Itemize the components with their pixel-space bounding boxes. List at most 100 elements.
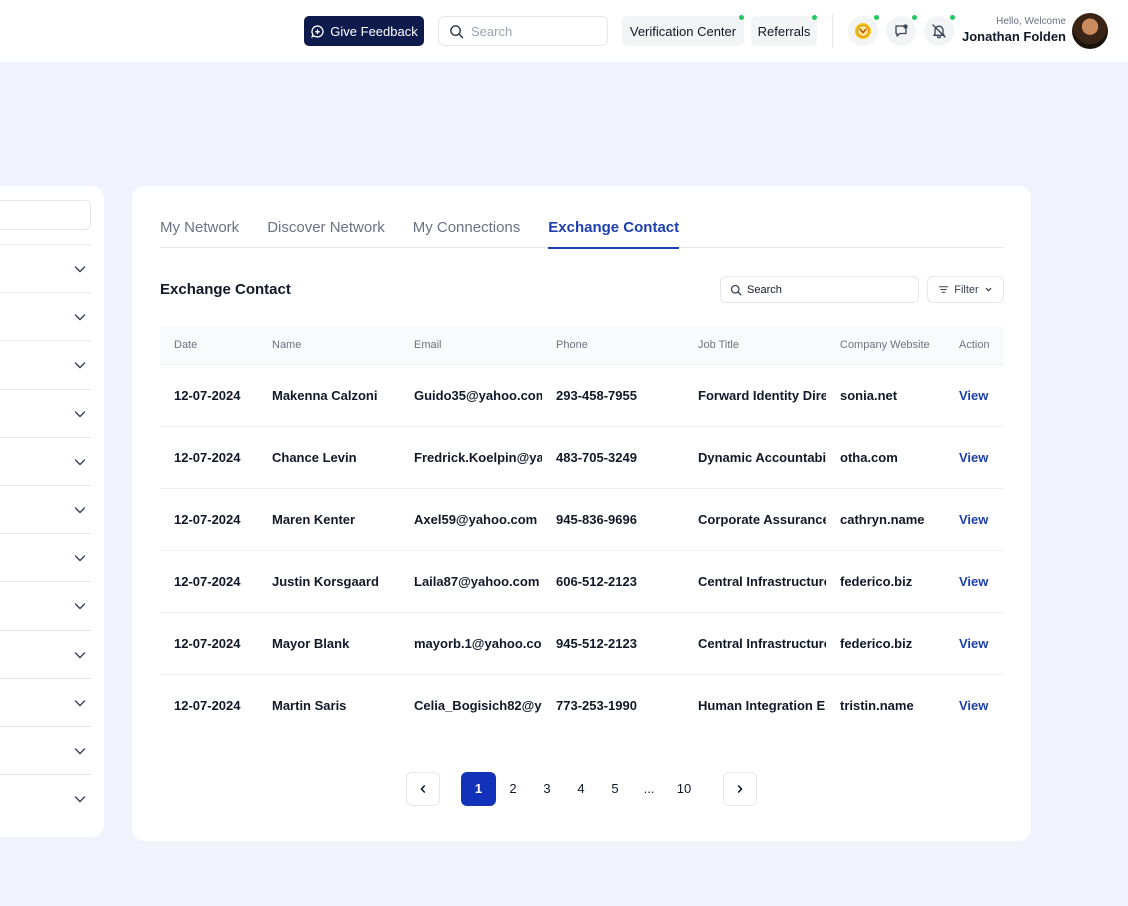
badge-status-dot [874,15,879,20]
accordion-row[interactable] [0,340,91,388]
verification-status-dot [739,15,744,20]
accordion-row[interactable] [0,436,91,485]
table-row: 12-07-2024 Maren Kenter Axel59@yahoo.com 94… [160,488,1004,551]
left-panel-input[interactable] [0,200,91,230]
search-icon [730,284,742,296]
cell-name: Chance Levin [258,426,400,489]
chevron-down-icon [74,507,86,514]
page-number[interactable]: 5 [611,781,619,796]
cell-email: mayorb.1@yahoo.com [400,612,542,675]
cell-date: 12-07-2024 [160,426,258,489]
table-search[interactable] [720,276,919,303]
referrals-button[interactable]: Referrals [751,16,817,46]
prev-page-button[interactable] [406,772,440,806]
chat-bubble-icon [311,24,324,38]
tab-exchange-contact[interactable]: Exchange Contact [548,216,679,249]
accordion-row[interactable] [0,485,91,533]
view-link[interactable]: View [945,426,1004,489]
view-link[interactable]: View [945,612,1004,675]
user-name: Jonathan Folden [962,29,1066,44]
accordion-row[interactable] [0,244,91,292]
table-row: 12-07-2024 Mayor Blank mayorb.1@yahoo.com 9… [160,612,1004,675]
cell-name: Maren Kenter [258,488,400,551]
referrals-label: Referrals [757,23,811,39]
give-feedback-button[interactable]: Give Feedback [304,16,424,46]
top-bar: Give Feedback Verification Center Referr… [0,0,1128,62]
cell-name: Justin Korsgaard [258,550,400,613]
give-feedback-label: Give Feedback [330,23,418,39]
accordion-row[interactable] [0,388,91,437]
table-body: 12-07-2024 Makenna Calzoni Guido35@yahoo.c… [160,364,1004,736]
view-link[interactable]: View [945,488,1004,551]
filter-button[interactable]: Filter [927,276,1004,303]
accordion-row[interactable] [0,774,91,822]
exchange-contact-table: Date Name Email Phone Job Title Company … [160,326,1004,736]
coin-badge-button[interactable] [848,16,878,46]
cell-date: 12-07-2024 [160,488,258,551]
page-ellipsis: ... [643,781,655,796]
view-link[interactable]: View [945,550,1004,613]
cell-company-website: sonia.net [826,364,945,427]
avatar[interactable] [1072,13,1108,49]
col-phone[interactable]: Phone [542,326,684,365]
page-number[interactable]: 3 [543,781,551,796]
table-row: 12-07-2024 Martin Saris Celia_Bogisich82@y… [160,674,1004,736]
cell-date: 12-07-2024 [174,697,241,713]
table-header-row: Date Name Email Phone Job Title Company … [160,326,1004,365]
header-search[interactable] [438,16,608,46]
cell-date: 12-07-2024 [160,550,258,613]
view-link[interactable]: View [959,697,989,713]
chevron-down-icon [74,459,86,466]
page-number[interactable]: 4 [577,781,585,796]
tab-my-connections[interactable]: My Connections [412,219,521,236]
next-page-button[interactable] [723,772,757,806]
chevron-down-icon [74,266,86,273]
tab-my-network[interactable]: My Network [160,219,240,236]
page-number[interactable]: 1 [461,772,496,806]
cell-job-title: Corporate Assurance [684,488,826,551]
table-row: 12-07-2024 Makenna Calzoni Guido35@yahoo.c… [160,364,1004,427]
chevron-down-icon [74,748,86,755]
col-job-title[interactable]: Job Title [684,326,826,365]
col-action: Action [945,326,1004,365]
accordion-row[interactable] [0,726,91,774]
messages-button[interactable] [886,16,916,46]
tab-discover-network[interactable]: Discover Network [267,219,385,236]
col-date[interactable]: Date [160,326,258,365]
cell-email: Guido35@yahoo.com [400,364,542,427]
cell-email: Fredrick.Koelpin@yah [400,426,542,489]
header-divider [832,14,833,48]
message-icon [895,24,908,37]
accordion-row[interactable] [0,292,91,340]
greeting-text: Hello, Welcome [996,16,1066,27]
view-link[interactable]: View [945,364,1004,427]
header-search-input[interactable] [471,23,591,39]
cell-phone: 773-253-1990 [556,697,637,713]
cell-date: 12-07-2024 [160,364,258,427]
accordion-row[interactable] [0,677,91,726]
cell-date: 12-07-2024 [160,612,258,675]
chevron-down-icon [74,555,86,562]
accordion-row[interactable] [0,629,91,678]
table-row: 12-07-2024 Chance Levin Fredrick.Koelpin@y… [160,426,1004,489]
filter-lines-icon [939,286,949,293]
table-search-input[interactable] [747,283,907,296]
chevron-down-icon [985,287,992,292]
page-number[interactable]: 10 [676,781,692,796]
accordion-row[interactable] [0,533,91,581]
page-number[interactable]: 2 [509,781,517,796]
col-email[interactable]: Email [400,326,542,365]
accordion-row[interactable] [0,581,91,629]
cell-email: Axel59@yahoo.com [400,488,542,551]
chevron-down-icon [74,362,86,369]
verification-center-button[interactable]: Verification Center [622,16,744,46]
left-filter-panel [0,186,104,837]
chevron-down-icon [74,314,86,321]
col-company-website[interactable]: Company Website [826,326,945,365]
coin-badge-icon [855,23,871,39]
cell-email: Celia_Bogisich82@yal [414,697,542,713]
verification-center-label: Verification Center [629,23,737,39]
chevron-down-icon [74,700,86,707]
notifications-button[interactable] [924,16,954,46]
col-name[interactable]: Name [258,326,400,365]
